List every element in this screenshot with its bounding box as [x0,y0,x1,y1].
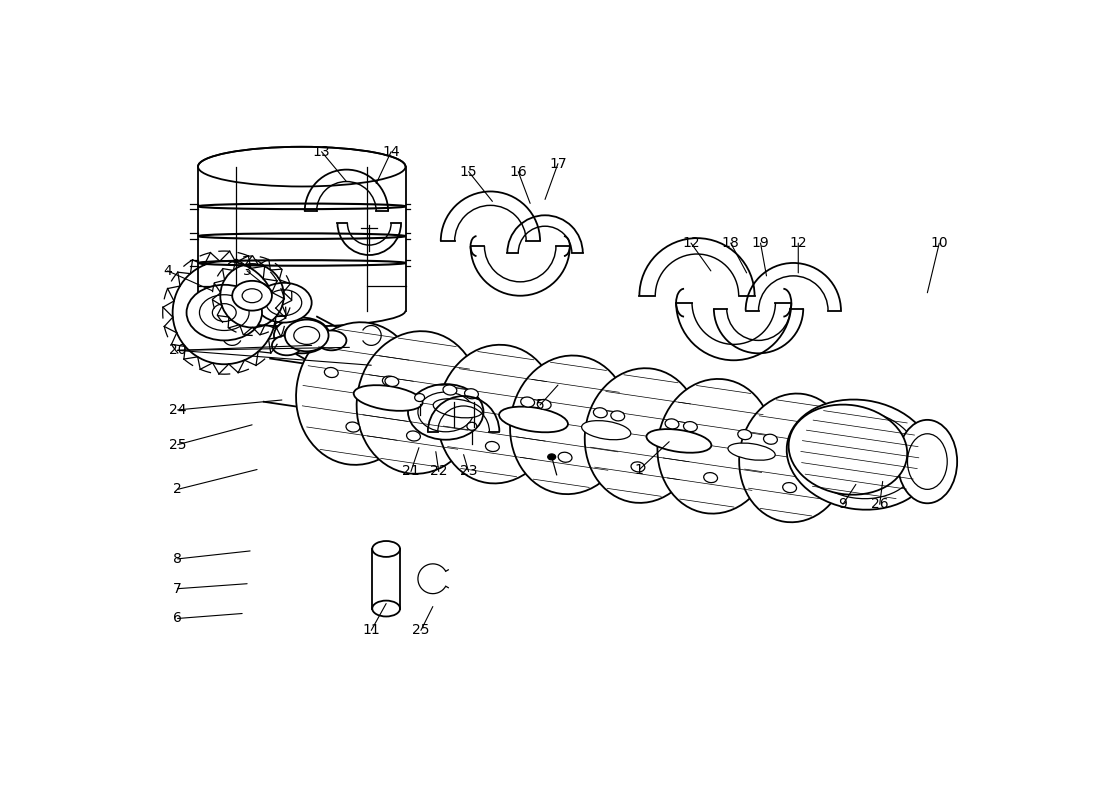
Ellipse shape [520,397,535,407]
Text: 22: 22 [430,465,448,478]
Ellipse shape [372,601,400,617]
Ellipse shape [418,392,473,432]
Text: 12: 12 [790,236,807,250]
Ellipse shape [242,289,262,302]
Ellipse shape [537,399,551,410]
Ellipse shape [198,146,406,186]
Text: 5: 5 [536,398,544,412]
Text: 8: 8 [173,552,182,566]
Text: 12: 12 [682,236,700,250]
Ellipse shape [354,385,422,411]
Ellipse shape [256,283,311,322]
Ellipse shape [284,323,320,347]
Ellipse shape [408,384,484,440]
Text: 11: 11 [362,623,381,638]
Ellipse shape [802,410,918,498]
Text: 2: 2 [173,482,182,496]
Ellipse shape [647,429,712,453]
Text: 18: 18 [722,236,739,250]
Text: 7: 7 [173,582,182,596]
Ellipse shape [499,406,568,432]
Ellipse shape [510,355,629,494]
Ellipse shape [438,345,557,483]
Ellipse shape [783,482,796,493]
Text: 3: 3 [243,264,252,278]
Ellipse shape [356,331,481,474]
Ellipse shape [296,322,419,465]
Ellipse shape [187,285,262,341]
Ellipse shape [728,443,776,460]
Ellipse shape [815,442,828,452]
Text: 23: 23 [460,465,477,478]
Ellipse shape [739,394,849,522]
Ellipse shape [199,294,249,330]
Ellipse shape [822,426,899,484]
Text: 19: 19 [751,236,769,250]
Ellipse shape [466,422,476,430]
Ellipse shape [558,452,572,462]
Text: 13: 13 [312,145,330,158]
Ellipse shape [324,367,338,378]
Text: 26: 26 [871,498,889,511]
Text: 9: 9 [838,498,847,511]
Ellipse shape [789,405,907,494]
Ellipse shape [346,422,360,432]
Ellipse shape [610,411,625,421]
Ellipse shape [485,442,499,451]
Ellipse shape [232,281,272,310]
Ellipse shape [421,374,491,426]
Ellipse shape [898,420,957,503]
Ellipse shape [407,431,420,441]
Text: 6: 6 [173,611,182,626]
Text: 1: 1 [635,462,643,477]
Ellipse shape [763,434,778,444]
Ellipse shape [266,290,301,315]
Ellipse shape [631,462,645,472]
Ellipse shape [285,319,329,351]
Text: 20: 20 [169,343,186,358]
Ellipse shape [658,379,773,514]
Text: 25: 25 [169,438,186,452]
Text: 24: 24 [169,403,186,417]
Ellipse shape [274,318,330,354]
Ellipse shape [582,421,630,440]
Ellipse shape [415,394,425,402]
Ellipse shape [212,304,236,322]
Ellipse shape [666,419,679,429]
Text: 21: 21 [403,465,420,478]
Text: 15: 15 [460,165,477,178]
Ellipse shape [464,389,478,398]
Ellipse shape [385,377,399,386]
Ellipse shape [372,541,400,557]
Ellipse shape [317,330,346,350]
Ellipse shape [683,422,697,432]
Ellipse shape [585,368,701,503]
Ellipse shape [433,398,483,418]
Ellipse shape [383,376,396,386]
Ellipse shape [593,408,607,418]
Ellipse shape [272,335,301,355]
Text: 10: 10 [931,236,948,250]
Ellipse shape [548,454,556,460]
Text: 4: 4 [163,264,172,278]
Text: 25: 25 [412,623,430,638]
Ellipse shape [704,473,717,482]
Ellipse shape [294,326,320,344]
Text: 16: 16 [509,165,527,178]
Ellipse shape [443,385,456,395]
Text: 17: 17 [549,157,566,170]
Ellipse shape [786,399,933,510]
Text: 14: 14 [383,145,400,158]
Ellipse shape [908,434,947,490]
Ellipse shape [738,430,751,440]
